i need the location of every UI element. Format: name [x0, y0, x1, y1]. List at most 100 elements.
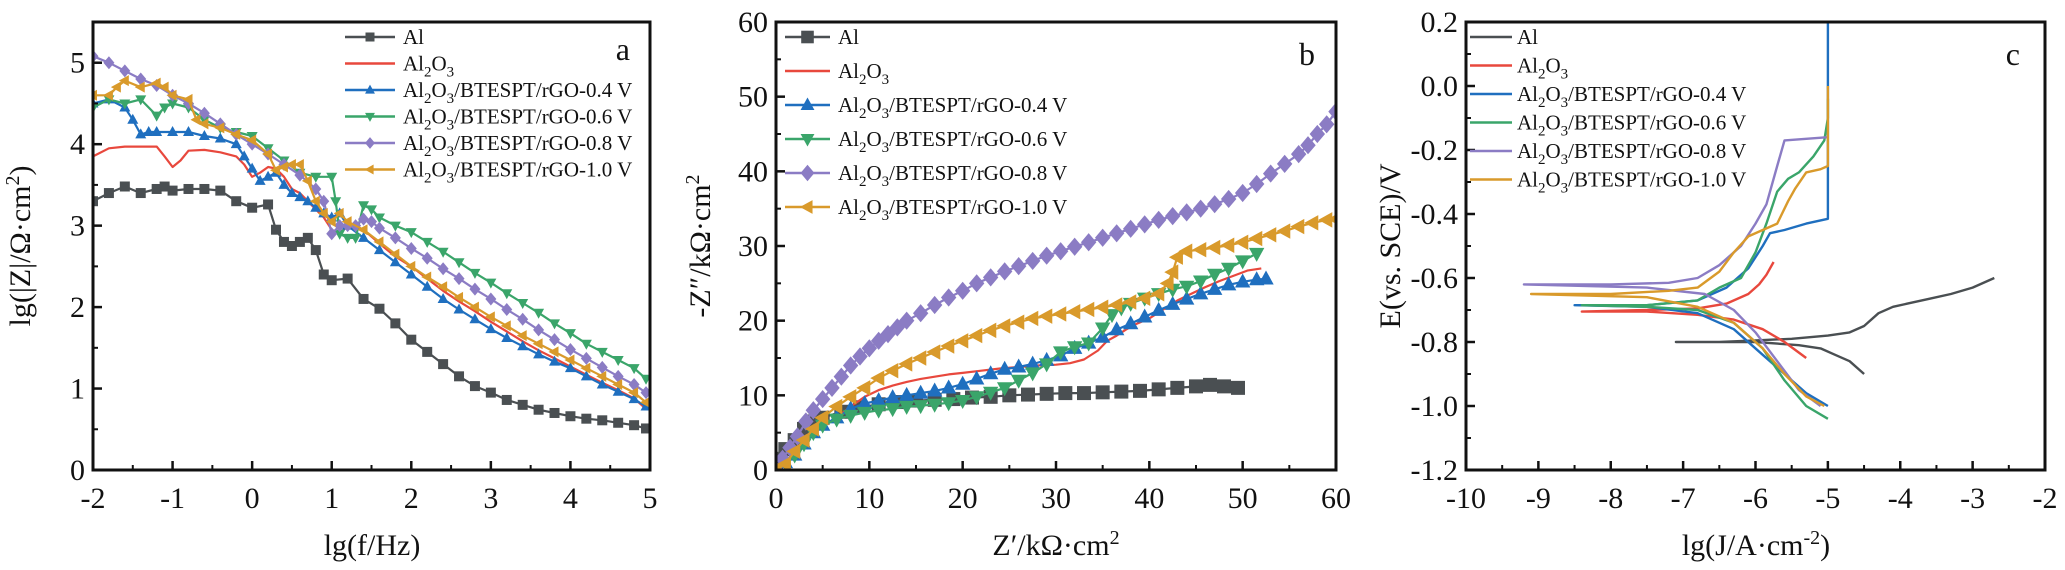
data-point [421, 251, 433, 265]
data-point [1122, 219, 1139, 238]
data-point [517, 399, 528, 410]
data-point [517, 312, 529, 326]
data-point [517, 299, 529, 310]
legend-item: Al [345, 25, 424, 49]
y-tick-label: 10 [738, 379, 768, 412]
data-point [842, 389, 857, 405]
data-point [1151, 382, 1166, 397]
data-point [954, 281, 971, 300]
data-point [581, 413, 592, 424]
data-point [776, 456, 791, 470]
legend-item: Al [1470, 25, 1538, 49]
data-point [501, 303, 513, 317]
legend-label: Al [403, 25, 424, 49]
data-point [982, 322, 997, 339]
data-point [1122, 315, 1139, 330]
data-point [214, 122, 225, 134]
series-markers-3 [93, 95, 650, 385]
y-tick-label: 3 [70, 210, 85, 243]
data-point [1248, 230, 1263, 247]
data-point [1095, 385, 1110, 400]
x-tick-label: 60 [1321, 482, 1351, 515]
data-point [1206, 280, 1223, 295]
series-line-1 [1580, 261, 1807, 359]
data-point [926, 382, 943, 397]
data-point [501, 394, 512, 405]
legend-label: Al2O3 [838, 59, 889, 88]
data-point [198, 118, 209, 130]
data-point [1094, 228, 1111, 247]
data-point [468, 301, 479, 313]
data-point [533, 323, 545, 337]
data-point [1276, 223, 1291, 239]
data-point [119, 99, 131, 110]
chart-panel-b: 0 10 20 30 40 50 60 0 10 20 30 40 50 60 Z′/kΩ·cm2 -Z″/k… [682, 6, 1351, 562]
data-point [294, 236, 305, 247]
series-line-4 [1522, 136, 1828, 407]
series-markers-4 [776, 102, 1336, 470]
data-point [158, 81, 169, 93]
legend-item: Al2O3/BTESPT/rGO-0.6 V [785, 127, 1067, 156]
series-markers-5 [93, 75, 650, 408]
data-point [318, 269, 329, 280]
data-point [485, 278, 497, 289]
legend-item: Al [785, 25, 859, 49]
y-tick-label: 4 [70, 128, 85, 161]
data-point [1038, 308, 1053, 324]
data-point [127, 113, 139, 124]
y-tick-label: -0.8 [1411, 326, 1459, 359]
x-axis-title: lg(J/A·cm-2) [1682, 527, 1830, 562]
data-point [437, 247, 449, 258]
data-point [453, 291, 464, 303]
series-line-2 [1573, 22, 1830, 408]
data-point [580, 351, 592, 365]
legend-item: Al2O3/BTESPT/rGO-0.4 V [1470, 82, 1746, 111]
data-point [612, 369, 624, 383]
data-point [856, 380, 871, 396]
data-point [1248, 174, 1265, 194]
data-point [1300, 136, 1316, 155]
data-point [278, 178, 290, 189]
y-tick-label: 30 [738, 230, 768, 263]
x-tick-label: -3 [1960, 482, 1985, 515]
legend-label: Al2O3/BTESPT/rGO-0.8 V [1517, 139, 1746, 168]
data-point [1108, 297, 1123, 313]
data-point [1168, 249, 1183, 265]
data-point [898, 311, 915, 330]
data-point [373, 221, 385, 235]
x-tick-label: -7 [1671, 482, 1696, 515]
data-point [533, 308, 545, 319]
data-point [1290, 145, 1307, 164]
data-point [641, 423, 650, 434]
series-line-2 [776, 277, 1267, 470]
data-point [1276, 154, 1293, 173]
data-point [358, 293, 369, 304]
data-point [453, 258, 465, 269]
data-point [1203, 377, 1217, 392]
x-tick-label: 3 [483, 482, 498, 515]
data-point [1189, 379, 1203, 394]
data-point [824, 378, 840, 397]
y-tick-label: 0.0 [1421, 70, 1459, 103]
data-point [870, 370, 885, 386]
legend-label: Al2O3/BTESPT/rGO-0.6 V [1517, 111, 1746, 140]
data-point [293, 159, 304, 171]
data-point [453, 272, 465, 286]
data-point [1220, 189, 1237, 209]
data-point [334, 219, 346, 233]
x-tick-label: -9 [1526, 482, 1551, 515]
data-point [912, 304, 929, 323]
y-axis-title: E(vs. SCE)/V [1374, 163, 1407, 328]
data-point [1114, 384, 1129, 399]
data-point [1150, 210, 1167, 229]
legend-marker [799, 200, 813, 214]
series-line-0 [1674, 276, 1995, 375]
data-point [596, 360, 608, 374]
data-point [940, 397, 957, 412]
data-point [1094, 322, 1111, 337]
legend-marker [800, 133, 815, 147]
series-markers-0 [93, 181, 650, 434]
data-point [159, 181, 170, 192]
data-point [134, 81, 145, 93]
y-axis-title: lg(|Z|/Ω·cm2) [2, 166, 37, 327]
